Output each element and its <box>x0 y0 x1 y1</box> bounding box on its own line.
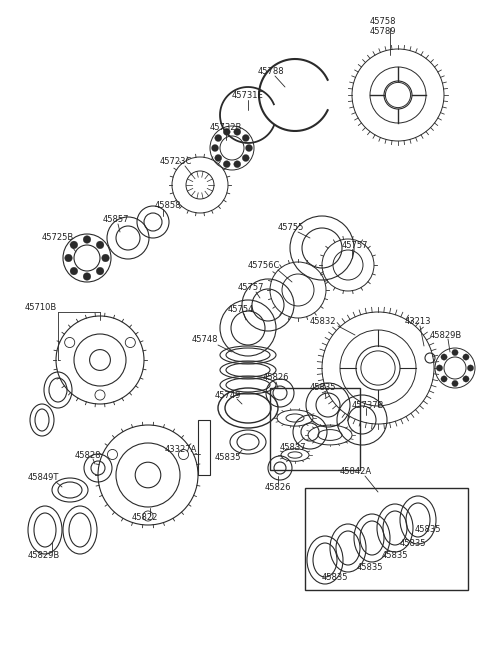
Text: 45788: 45788 <box>258 67 285 77</box>
Text: 45826: 45826 <box>263 373 289 383</box>
Circle shape <box>452 349 458 356</box>
Circle shape <box>463 376 469 382</box>
Bar <box>305 488 468 590</box>
Text: 45835: 45835 <box>400 538 427 548</box>
Circle shape <box>242 134 249 141</box>
Text: 45822: 45822 <box>132 514 158 523</box>
Text: 45835: 45835 <box>382 550 408 559</box>
Text: 45829B: 45829B <box>430 331 462 339</box>
Text: 45835: 45835 <box>357 563 384 572</box>
Text: 45755: 45755 <box>278 223 304 233</box>
Circle shape <box>70 241 78 249</box>
Text: 45857: 45857 <box>103 215 130 225</box>
Bar <box>270 388 360 470</box>
Text: 45829B: 45829B <box>28 550 60 559</box>
Text: 45835: 45835 <box>215 453 241 462</box>
Circle shape <box>468 365 474 371</box>
Text: 43213: 43213 <box>405 318 432 326</box>
Text: 45757: 45757 <box>238 284 264 293</box>
Circle shape <box>215 134 222 141</box>
Circle shape <box>96 267 104 275</box>
Circle shape <box>452 381 458 386</box>
Text: 45832: 45832 <box>310 318 336 326</box>
Text: 45749: 45749 <box>215 390 241 400</box>
Text: 45758: 45758 <box>370 18 396 26</box>
Circle shape <box>463 354 469 360</box>
Circle shape <box>242 155 249 162</box>
Text: 45837: 45837 <box>280 443 307 453</box>
Bar <box>198 420 210 475</box>
Circle shape <box>234 128 241 136</box>
Circle shape <box>83 236 91 244</box>
Text: 45723C: 45723C <box>160 157 192 166</box>
Text: 45725B: 45725B <box>42 233 74 242</box>
Text: 45731E: 45731E <box>232 90 264 100</box>
Text: 45835: 45835 <box>310 383 336 392</box>
Circle shape <box>441 376 447 382</box>
Text: 45842A: 45842A <box>340 468 372 476</box>
Text: 45737B: 45737B <box>352 400 384 409</box>
Circle shape <box>245 145 252 151</box>
Circle shape <box>215 155 222 162</box>
Text: 45835: 45835 <box>415 525 442 534</box>
Circle shape <box>70 267 78 275</box>
Text: 45828: 45828 <box>75 451 101 460</box>
Circle shape <box>436 365 443 371</box>
Text: 45710B: 45710B <box>25 303 57 312</box>
Text: 45756C: 45756C <box>248 261 280 269</box>
Text: 45789: 45789 <box>370 28 396 37</box>
Circle shape <box>441 354 447 360</box>
Text: 45748: 45748 <box>192 335 218 345</box>
Circle shape <box>65 254 72 262</box>
Circle shape <box>102 254 109 262</box>
Text: 45835: 45835 <box>322 574 348 582</box>
Text: 43327A: 43327A <box>165 445 197 455</box>
Text: 45826: 45826 <box>265 483 291 493</box>
Circle shape <box>223 128 230 136</box>
Text: 45858: 45858 <box>155 200 181 210</box>
Circle shape <box>223 160 230 168</box>
Text: 45757: 45757 <box>342 240 369 250</box>
Circle shape <box>96 241 104 249</box>
Circle shape <box>83 272 91 280</box>
Text: 45849T: 45849T <box>28 474 60 483</box>
Circle shape <box>234 160 241 168</box>
Circle shape <box>212 145 218 151</box>
Text: 45754: 45754 <box>228 305 254 314</box>
Text: 45732B: 45732B <box>210 124 242 132</box>
